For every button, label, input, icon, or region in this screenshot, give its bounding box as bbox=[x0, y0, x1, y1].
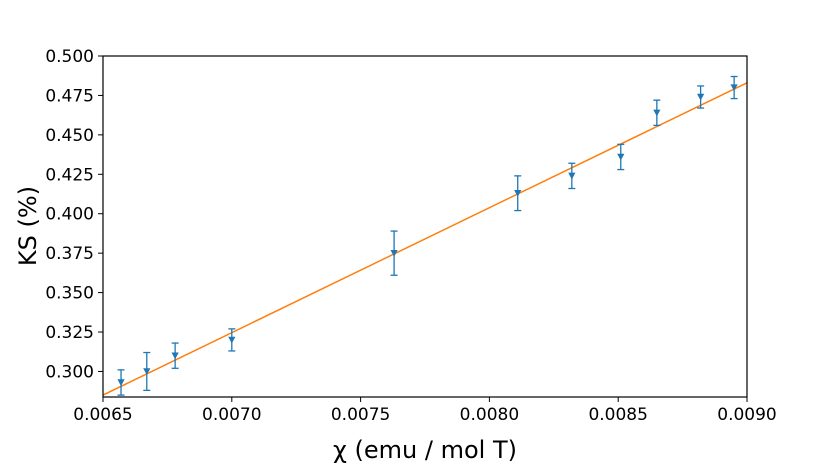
fit-line-layer bbox=[102, 82, 748, 396]
data-point bbox=[617, 143, 625, 171]
x-tick-label: 0.0075 bbox=[331, 405, 390, 425]
x-ticks: 0.0065 0.0070 0.0075 0.0080 0.0085 0.0090 bbox=[73, 397, 777, 425]
data-point bbox=[117, 369, 125, 396]
plot-frame bbox=[102, 55, 748, 398]
y-tick-label: 0.500 bbox=[45, 47, 94, 67]
fit-line bbox=[102, 82, 748, 396]
triangle-down-marker bbox=[117, 379, 125, 387]
y-axis-label: KS (%) bbox=[14, 186, 42, 266]
data-points-layer bbox=[117, 75, 738, 396]
y-tick-label: 0.325 bbox=[45, 323, 94, 343]
y-tick-label: 0.375 bbox=[45, 244, 94, 264]
data-point bbox=[730, 75, 738, 100]
data-point bbox=[568, 162, 576, 190]
triangle-down-marker bbox=[514, 190, 522, 197]
triangle-down-marker bbox=[617, 153, 625, 161]
triangle-down-marker bbox=[568, 172, 576, 180]
triangle-down-marker bbox=[143, 368, 151, 376]
data-point bbox=[171, 342, 179, 369]
triangle-down-marker bbox=[697, 93, 705, 101]
x-tick-label: 0.0070 bbox=[202, 405, 261, 425]
triangle-down-marker bbox=[653, 109, 661, 117]
y-tick-label: 0.350 bbox=[45, 284, 94, 304]
x-tick-label: 0.0065 bbox=[73, 405, 132, 425]
x-tick-label: 0.0090 bbox=[717, 405, 776, 425]
y-tick-label: 0.475 bbox=[45, 86, 94, 106]
data-point bbox=[390, 230, 398, 276]
x-tick-label: 0.0080 bbox=[460, 405, 519, 425]
data-point bbox=[697, 85, 705, 109]
x-axis-label: χ (emu / mol T) bbox=[333, 436, 517, 463]
y-tick-label: 0.450 bbox=[45, 126, 94, 146]
triangle-down-marker bbox=[228, 336, 236, 344]
y-tick-label: 0.425 bbox=[45, 165, 94, 185]
y-tick-label: 0.300 bbox=[45, 362, 94, 382]
y-tick-label: 0.400 bbox=[45, 205, 94, 225]
data-point bbox=[228, 328, 236, 352]
triangle-down-marker bbox=[171, 352, 179, 360]
triangle-down-marker bbox=[390, 249, 398, 257]
triangle-down-marker bbox=[730, 84, 738, 92]
data-point bbox=[143, 351, 151, 392]
x-tick-label: 0.0085 bbox=[588, 405, 647, 425]
y-ticks: 0.300 0.325 0.350 0.375 0.400 0.425 0.450 0.475… bbox=[45, 47, 103, 382]
data-point bbox=[514, 175, 522, 212]
data-point bbox=[653, 99, 661, 127]
